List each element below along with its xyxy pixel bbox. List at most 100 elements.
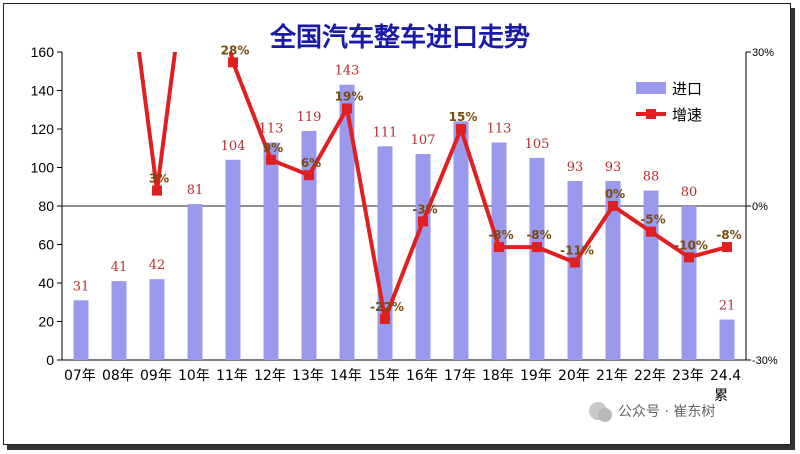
bar xyxy=(529,157,545,360)
bar-value-label: 93 xyxy=(567,160,584,175)
x-tick-label: 08年 xyxy=(102,368,134,384)
x-tick-label: 24.4 xyxy=(710,368,741,384)
growth-marker xyxy=(304,170,314,181)
bar xyxy=(605,180,621,360)
bar-value-label: 104 xyxy=(221,139,246,154)
bar-value-label: 42 xyxy=(149,258,166,273)
x-tick-label: 14年 xyxy=(330,368,362,384)
growth-value-label: -8% xyxy=(488,228,513,242)
growth-marker xyxy=(684,252,694,263)
bar xyxy=(339,84,355,360)
bar xyxy=(719,319,735,360)
growth-marker xyxy=(722,242,732,253)
bar-value-label: 80 xyxy=(681,185,698,200)
x-tick-label: 21年 xyxy=(596,368,628,384)
y-tick-label-right: 0% xyxy=(752,201,768,213)
growth-marker xyxy=(494,242,504,253)
y-tick-label-left: 160 xyxy=(31,44,55,60)
y-tick-label-left: 60 xyxy=(38,237,54,253)
bar-value-label: 113 xyxy=(487,121,512,136)
bar xyxy=(111,281,127,360)
bar xyxy=(225,159,241,360)
x-tick-label: 累 xyxy=(714,388,728,404)
growth-value-label: -8% xyxy=(716,228,741,242)
y-tick-label-left: 100 xyxy=(31,160,55,176)
y-tick-label-right: 30% xyxy=(752,47,774,59)
growth-line xyxy=(136,52,728,321)
growth-marker xyxy=(608,201,618,211)
bar xyxy=(187,204,203,360)
x-tick-label: 18年 xyxy=(482,368,514,384)
bar-value-label: 113 xyxy=(259,121,284,136)
chart-title: 全国汽车整车进口走势 xyxy=(269,22,530,53)
y-tick-label-left: 20 xyxy=(38,314,54,330)
growth-value-label: -11% xyxy=(560,243,594,257)
bar xyxy=(301,130,317,360)
bar-value-label: 81 xyxy=(187,183,204,198)
bar-value-label: 119 xyxy=(297,110,322,125)
x-tick-label: 19年 xyxy=(520,368,552,384)
growth-value-label: 3% xyxy=(149,172,169,186)
growth-value-label: -5% xyxy=(640,213,665,227)
x-tick-label: 07年 xyxy=(64,368,96,384)
growth-value-label: 0% xyxy=(605,187,625,201)
x-tick-label: 10年 xyxy=(178,368,210,384)
bar-value-label: 21 xyxy=(719,299,736,314)
growth-marker xyxy=(228,57,238,68)
growth-value-label: 6% xyxy=(301,156,321,170)
bar-value-label: 88 xyxy=(643,170,660,185)
x-tick-label: 11年 xyxy=(216,368,248,384)
bar xyxy=(453,121,469,360)
bar-value-label: 93 xyxy=(605,160,622,175)
legend-label: 进口 xyxy=(672,80,702,98)
bar xyxy=(149,279,165,360)
bar-value-label: 143 xyxy=(335,64,360,79)
x-tick-label: 13年 xyxy=(292,368,324,384)
legend-swatch-marker xyxy=(646,109,656,119)
y-tick-label-right: -30% xyxy=(752,355,778,367)
bar xyxy=(567,180,583,360)
bar xyxy=(415,154,431,360)
growth-value-label: 28% xyxy=(221,43,250,57)
bar xyxy=(263,142,279,360)
growth-marker xyxy=(342,103,352,114)
growth-marker xyxy=(152,185,162,196)
growth-value-label: -22% xyxy=(370,300,404,314)
growth-value-label: 9% xyxy=(263,141,283,155)
y-tick-label-left: 40 xyxy=(38,275,54,291)
x-tick-label: 23年 xyxy=(672,368,704,384)
growth-value-label: -8% xyxy=(526,228,551,242)
chart-frame xyxy=(3,3,791,445)
bar-value-label: 41 xyxy=(111,260,128,275)
x-tick-label: 12年 xyxy=(254,368,286,384)
growth-marker xyxy=(646,226,656,237)
bar-value-label: 111 xyxy=(373,125,398,140)
x-tick-label: 17年 xyxy=(444,368,476,384)
bar xyxy=(377,146,393,360)
x-tick-label: 09年 xyxy=(140,368,172,384)
y-tick-label-left: 140 xyxy=(31,83,55,99)
watermark: 公众号 · 崔东树 xyxy=(618,404,715,420)
bar-value-label: 105 xyxy=(525,137,550,152)
x-tick-label: 15年 xyxy=(368,368,400,384)
y-tick-label-left: 0 xyxy=(46,352,54,368)
legend-swatch-bar xyxy=(636,82,666,94)
bar-value-label: 107 xyxy=(411,133,436,148)
y-tick-label-left: 80 xyxy=(38,198,54,214)
x-tick-label: 16年 xyxy=(406,368,438,384)
growth-marker xyxy=(456,124,466,134)
bar xyxy=(73,300,89,360)
x-tick-label: 22年 xyxy=(634,368,666,384)
growth-value-label: 15% xyxy=(449,110,478,124)
growth-marker xyxy=(570,257,580,268)
bar-value-label: 31 xyxy=(73,279,90,294)
growth-marker xyxy=(380,313,390,324)
growth-marker xyxy=(266,154,276,165)
x-tick-label: 20年 xyxy=(558,368,590,384)
wechat-icon xyxy=(598,408,612,422)
y-tick-label-left: 120 xyxy=(31,121,55,137)
growth-value-label: -3% xyxy=(412,202,437,216)
legend-label: 增速 xyxy=(672,106,702,124)
bar xyxy=(681,206,697,360)
